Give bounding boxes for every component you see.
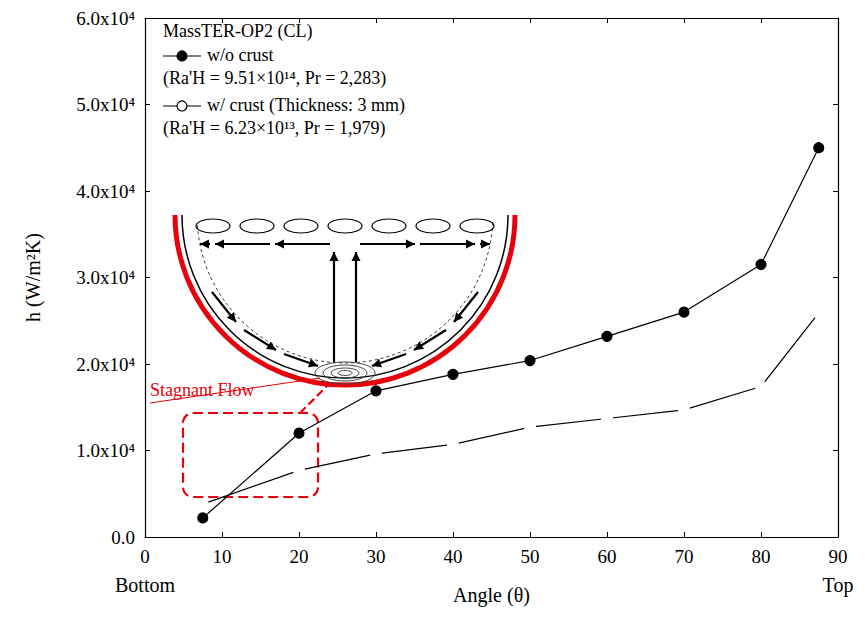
svg-text:10: 10 [213, 546, 232, 567]
svg-text:2.0x10⁴: 2.0x10⁴ [76, 354, 135, 375]
svg-text:Top: Top [823, 574, 854, 597]
svg-text:Bottom: Bottom [115, 574, 175, 596]
svg-text:80: 80 [752, 546, 771, 567]
svg-text:60: 60 [598, 546, 617, 567]
svg-text:(Ra'H = 6.23×10¹³, Pr = 1,979): (Ra'H = 6.23×10¹³, Pr = 1,979) [163, 118, 385, 139]
svg-text:50: 50 [521, 546, 540, 567]
svg-text:h (W/m²K): h (W/m²K) [22, 233, 45, 322]
svg-text:Stagnant Flow: Stagnant Flow [150, 380, 255, 400]
svg-text:5.0x10⁴: 5.0x10⁴ [76, 94, 135, 115]
svg-text:w/ crust (Thickness: 3 mm): w/ crust (Thickness: 3 mm) [207, 95, 405, 116]
svg-text:MassTER-OP2 (CL): MassTER-OP2 (CL) [163, 21, 313, 42]
svg-text:90: 90 [829, 546, 848, 567]
svg-text:70: 70 [675, 546, 694, 567]
svg-text:0.0: 0.0 [111, 527, 135, 548]
svg-text:w/o crust: w/o crust [207, 45, 274, 65]
svg-text:30: 30 [367, 546, 386, 567]
svg-text:3.0x10⁴: 3.0x10⁴ [76, 267, 135, 288]
svg-text:1.0x10⁴: 1.0x10⁴ [76, 440, 135, 461]
svg-text:20: 20 [290, 546, 309, 567]
svg-text:40: 40 [444, 546, 463, 567]
svg-text:4.0x10⁴: 4.0x10⁴ [76, 181, 135, 202]
svg-text:0: 0 [140, 546, 150, 567]
svg-text:Angle (θ): Angle (θ) [453, 584, 530, 607]
svg-text:(Ra'H = 9.51×10¹⁴, Pr = 2,283): (Ra'H = 9.51×10¹⁴, Pr = 2,283) [163, 68, 386, 89]
svg-text:6.0x10⁴: 6.0x10⁴ [76, 8, 135, 29]
